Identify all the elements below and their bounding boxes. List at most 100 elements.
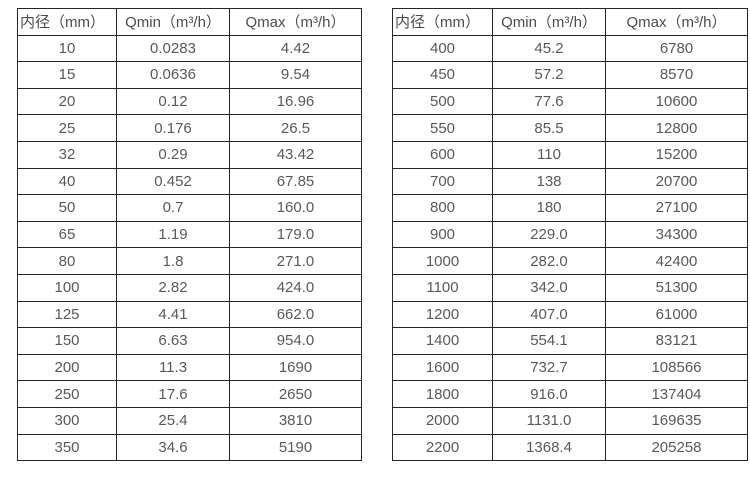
table-cell: 61000 xyxy=(605,300,748,329)
table-row: 25 0.176 26.5 xyxy=(17,114,362,142)
table-cell: 2650 xyxy=(229,380,362,408)
table-row: 350 34.6 5190 xyxy=(17,433,362,462)
col-header-inner-diameter: 内径（mm） xyxy=(17,8,117,36)
table-cell: 342.0 xyxy=(492,273,606,302)
table-cell: 271.0 xyxy=(229,247,362,275)
table-row: 200 11.3 1690 xyxy=(17,353,362,382)
table-row: 32 0.29 43.42 xyxy=(17,140,362,169)
table-cell: 250 xyxy=(17,380,117,408)
flow-spec-tables: 内径（mm） Qmin（m³/h） Qmax（m³/h） 10 0.0283 4.4… xyxy=(17,8,748,462)
table-cell: 108566 xyxy=(605,353,748,382)
table-row: 100 2.82 424.0 xyxy=(17,273,362,302)
table-cell: 0.12 xyxy=(116,87,230,116)
table-cell: 4.41 xyxy=(116,300,230,329)
table-row: 65 1.19 179.0 xyxy=(17,220,362,249)
table-cell: 45.2 xyxy=(492,34,606,63)
table-cell: 100 xyxy=(17,273,117,302)
table-row: 1800 916.0 137404 xyxy=(392,380,748,408)
table-cell: 51300 xyxy=(605,273,748,302)
table-row: 800 180 27100 xyxy=(392,194,748,222)
table-cell: 350 xyxy=(17,433,117,462)
col-header-inner-diameter: 内径（mm） xyxy=(392,8,493,36)
table-cell: 200 xyxy=(17,353,117,382)
table-row: 1200 407.0 61000 xyxy=(392,300,748,329)
table-cell: 0.7 xyxy=(116,194,230,222)
table-cell: 65 xyxy=(17,220,117,249)
table-row: 2200 1368.4 205258 xyxy=(392,433,748,462)
table-cell: 0.176 xyxy=(116,114,230,142)
table-cell: 407.0 xyxy=(492,300,606,329)
table-row: 50 0.7 160.0 xyxy=(17,194,362,222)
table-row: 20 0.12 16.96 xyxy=(17,87,362,116)
table-cell: 169635 xyxy=(605,406,748,435)
table-cell: 10600 xyxy=(605,87,748,116)
table-cell: 15200 xyxy=(605,140,748,169)
table-cell: 83121 xyxy=(605,327,748,355)
table-cell: 5190 xyxy=(229,433,362,462)
table-cell: 600 xyxy=(392,140,493,169)
table-cell: 550 xyxy=(392,114,493,142)
table-header-row: 内径（mm） Qmin（m³/h） Qmax（m³/h） xyxy=(392,8,748,36)
col-header-qmin: Qmin（m³/h） xyxy=(116,8,230,36)
table-cell: 0.452 xyxy=(116,167,230,196)
table-row: 450 57.2 8570 xyxy=(392,61,748,89)
table-cell: 57.2 xyxy=(492,61,606,89)
table-cell: 300 xyxy=(17,406,117,435)
table-row: 150 6.63 954.0 xyxy=(17,327,362,355)
table-cell: 800 xyxy=(392,194,493,222)
table-cell: 40 xyxy=(17,167,117,196)
table-cell: 17.6 xyxy=(116,380,230,408)
table-row: 80 1.8 271.0 xyxy=(17,247,362,275)
table-cell: 732.7 xyxy=(492,353,606,382)
table-cell: 229.0 xyxy=(492,220,606,249)
table-cell: 1690 xyxy=(229,353,362,382)
table-cell: 27100 xyxy=(605,194,748,222)
table-cell: 77.6 xyxy=(492,87,606,116)
table-cell: 20 xyxy=(17,87,117,116)
table-cell: 1.8 xyxy=(116,247,230,275)
table-cell: 20700 xyxy=(605,167,748,196)
table-cell: 25 xyxy=(17,114,117,142)
table-cell: 43.42 xyxy=(229,140,362,169)
table-cell: 8570 xyxy=(605,61,748,89)
table-cell: 34.6 xyxy=(116,433,230,462)
table-cell: 67.85 xyxy=(229,167,362,196)
table-cell: 15 xyxy=(17,61,117,89)
table-cell: 150 xyxy=(17,327,117,355)
table-cell: 125 xyxy=(17,300,117,329)
table-cell: 1000 xyxy=(392,247,493,275)
table-cell: 179.0 xyxy=(229,220,362,249)
table-cell: 6780 xyxy=(605,34,748,63)
table-row: 1000 282.0 42400 xyxy=(392,247,748,275)
table-header-row: 内径（mm） Qmin（m³/h） Qmax（m³/h） xyxy=(17,8,362,36)
table-row: 40 0.452 67.85 xyxy=(17,167,362,196)
table-cell: 160.0 xyxy=(229,194,362,222)
table-row: 300 25.4 3810 xyxy=(17,406,362,435)
table-row: 700 138 20700 xyxy=(392,167,748,196)
table-cell: 25.4 xyxy=(116,406,230,435)
table-row: 500 77.6 10600 xyxy=(392,87,748,116)
table-row: 1600 732.7 108566 xyxy=(392,353,748,382)
table-cell: 16.96 xyxy=(229,87,362,116)
table-cell: 4.42 xyxy=(229,34,362,63)
table-row: 550 85.5 12800 xyxy=(392,114,748,142)
table-cell: 85.5 xyxy=(492,114,606,142)
table-cell: 954.0 xyxy=(229,327,362,355)
table-cell: 662.0 xyxy=(229,300,362,329)
table-cell: 554.1 xyxy=(492,327,606,355)
table-cell: 1.19 xyxy=(116,220,230,249)
table-cell: 42400 xyxy=(605,247,748,275)
table-cell: 1131.0 xyxy=(492,406,606,435)
table-cell: 50 xyxy=(17,194,117,222)
table-cell: 700 xyxy=(392,167,493,196)
table-cell: 1368.4 xyxy=(492,433,606,462)
table-row: 15 0.0636 9.54 xyxy=(17,61,362,89)
table-row: 1400 554.1 83121 xyxy=(392,327,748,355)
table-cell: 900 xyxy=(392,220,493,249)
table-cell: 2200 xyxy=(392,433,493,462)
table-row: 400 45.2 6780 xyxy=(392,34,748,63)
table-cell: 1600 xyxy=(392,353,493,382)
col-header-qmax: Qmax（m³/h） xyxy=(229,8,362,36)
table-cell: 1400 xyxy=(392,327,493,355)
table-cell: 1800 xyxy=(392,380,493,408)
